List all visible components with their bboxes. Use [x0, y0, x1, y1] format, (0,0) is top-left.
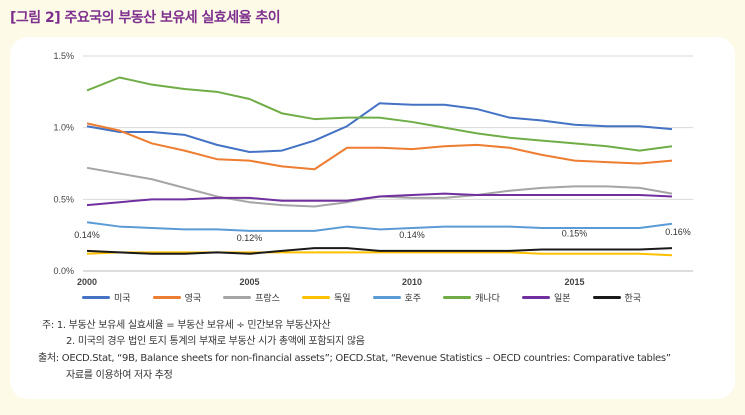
legend-item: 독일	[301, 291, 351, 304]
y-tick-label: 1.5%	[53, 51, 74, 61]
series-line-7	[86, 247, 673, 255]
y-tick-label: 0.0%	[53, 266, 74, 276]
legend-swatch	[443, 296, 472, 299]
legend-item: 한국	[592, 291, 642, 304]
line-chart: 0.0% 0.5% 1.0% 1.5% 2000 2005 2010 2015 0.14% 0.1…	[53, 51, 694, 287]
data-label: 0.14%	[74, 230, 100, 240]
source-line-1: 출처: OECD.Stat, “9B, Balance sheets for n…	[38, 353, 671, 364]
source-line-2: 자료를 이용하여 저자 추정	[66, 370, 173, 381]
x-tick-label: 2015	[564, 277, 584, 287]
legend-swatch	[82, 296, 110, 299]
legend-label: 프랑스	[255, 294, 280, 304]
legend-label: 독일	[333, 294, 351, 304]
x-tick-label: 2005	[239, 277, 259, 287]
legend-label: 일본	[553, 294, 571, 304]
legend-item: 호주	[372, 291, 422, 304]
chart-panel	[10, 37, 735, 399]
legend-item: 미국	[82, 291, 131, 304]
series-line-6	[86, 192, 673, 207]
legend-swatch	[152, 296, 181, 299]
data-label: 0.14%	[399, 230, 425, 240]
data-label: 0.16%	[665, 227, 691, 237]
data-label: 0.15%	[562, 229, 588, 239]
legend-swatch	[223, 296, 252, 299]
chart-legend: 미국 영국 프랑스 독일 호주 캐나다 일본 한국	[82, 291, 663, 304]
figure-title: [그림 2] 주요국의 부동산 보유세 실효세율 추이	[10, 10, 281, 26]
legend-label: 미국	[114, 294, 131, 304]
y-tick-label: 1.0%	[53, 123, 74, 133]
legend-label: 캐나다	[475, 294, 500, 304]
series-line-3	[86, 251, 673, 257]
series-line-0	[86, 102, 673, 154]
y-tick-label: 0.5%	[53, 194, 74, 204]
note-2: 2. 미국의 경우 법인 토지 통계의 부재로 부동산 시가 총액에 포함되지 …	[66, 336, 365, 347]
legend-item: 캐나다	[443, 291, 500, 304]
data-label: 0.12%	[237, 233, 263, 243]
legend-swatch	[301, 296, 330, 299]
note-1: 주: 1. 부동산 보유세 실효세율 = 부동산 보유세 ÷ 민간보유 부동산자…	[42, 320, 331, 331]
legend-item: 프랑스	[223, 291, 280, 304]
legend-label: 한국	[624, 294, 642, 304]
x-tick-label: 2010	[402, 277, 422, 287]
legend-label: 영국	[184, 294, 202, 304]
legend-label: 호주	[404, 294, 422, 304]
x-tick-label: 2000	[77, 277, 97, 287]
legend-item: 영국	[152, 291, 202, 304]
legend-swatch	[592, 296, 621, 299]
series-line-4	[86, 221, 673, 232]
legend-swatch	[521, 296, 550, 299]
legend-swatch	[372, 296, 401, 299]
series-line-1	[86, 122, 673, 171]
series-line-2	[86, 166, 673, 208]
legend-item: 일본	[521, 291, 571, 304]
series-line-5	[86, 76, 673, 152]
